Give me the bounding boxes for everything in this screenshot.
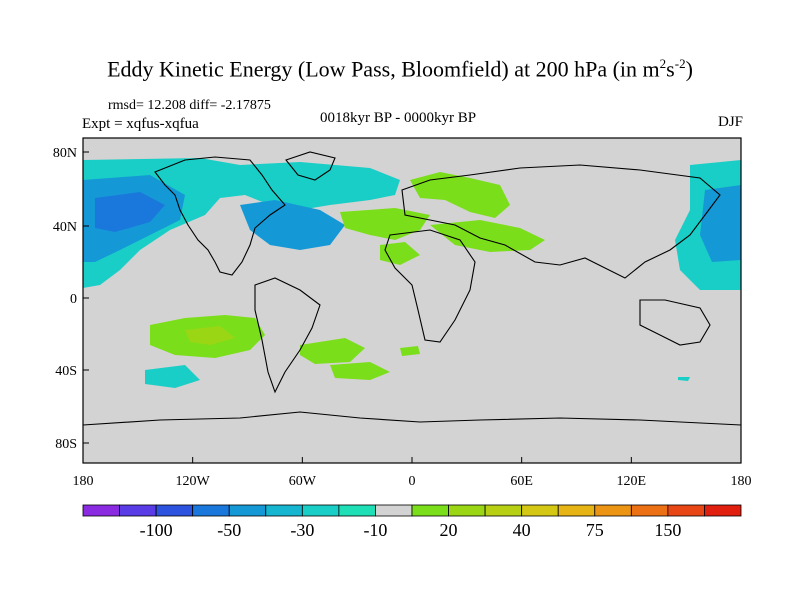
lon-tick-label: 60E [510, 474, 533, 489]
colorbar-swatch [338, 504, 376, 517]
chart-title: Eddy Kinetic Energy (Low Pass, Bloomfiel… [107, 56, 693, 82]
coastline-antarctica [83, 411, 741, 426]
colorbar-swatch [667, 504, 705, 517]
colorbar-label: -30 [290, 520, 314, 540]
latitude-axis: 80N 40N 0 40S 80S [53, 146, 89, 452]
lat-tick-label: 40N [53, 220, 77, 235]
field-cyan-small [678, 377, 690, 381]
field-blue-west-pacific [700, 185, 741, 262]
colorbar-swatch [228, 504, 267, 517]
field-deepblue-north-pacific [95, 192, 165, 232]
colorbar-label: 40 [513, 520, 531, 540]
colorbar-label: 20 [440, 520, 458, 540]
coastline-eurasia [401, 164, 721, 279]
field-cyan-south-pacific [145, 365, 200, 388]
field-green-europe [410, 172, 510, 218]
coastlines [83, 151, 741, 426]
coastline-australia [639, 299, 711, 346]
colorbar-swatch [448, 504, 486, 517]
lon-tick-label: 180 [731, 474, 752, 489]
lat-tick-label: 40S [55, 364, 77, 379]
colorbar-swatch [594, 504, 632, 517]
colorbar-swatch [155, 504, 194, 517]
field-green-small [400, 346, 420, 356]
field-green-south-atlantic [330, 362, 390, 380]
coastline-greenland [285, 151, 336, 181]
colorbar-swatch [557, 504, 596, 517]
lon-tick-label: 180 [73, 474, 94, 489]
colorbar-label: -10 [363, 520, 387, 540]
colorbar-swatch [119, 504, 157, 517]
longitude-axis: 180 120W 60W 0 60E 120E 180 [73, 457, 752, 489]
lon-tick-label: 0 [409, 474, 416, 489]
field-green-south-america [300, 338, 365, 364]
colorbar-swatch [375, 504, 413, 517]
contour-fields [83, 158, 741, 388]
colorbar-swatch [192, 504, 230, 517]
experiment-text: Expt = xqfus-xqfua [82, 116, 199, 132]
colorbar-swatch [630, 504, 669, 517]
colorbar-label: -50 [217, 520, 241, 540]
field-blue-north-atlantic [240, 200, 345, 250]
coastline-south-america [254, 277, 321, 394]
colorbar-swatch [704, 504, 742, 517]
colorbar-swatch [301, 504, 340, 517]
lat-tick-label: 80S [55, 437, 77, 452]
period-text: 0018kyr BP - 0000kyr BP [320, 110, 477, 126]
colorbar: -100 -50 -30 -10 20 40 75 150 [82, 504, 742, 540]
field-yellowgreen-south-pacific [185, 326, 235, 345]
lat-tick-label: 80N [53, 146, 77, 161]
coastline-africa [384, 229, 476, 343]
field-green-mideast [430, 220, 545, 252]
season-text: DJF [717, 114, 743, 130]
lon-tick-label: 120E [617, 474, 647, 489]
lat-tick-label: 0 [70, 292, 77, 307]
lon-tick-label: 120W [176, 474, 211, 489]
coastline-north-america [154, 156, 286, 276]
colorbar-swatch [411, 504, 449, 517]
lon-tick-label: 60W [289, 474, 317, 489]
colorbar-swatch [82, 504, 120, 517]
colorbar-label: 150 [654, 520, 681, 540]
colorbar-swatch [265, 504, 303, 517]
colorbar-label: 75 [586, 520, 604, 540]
stats-text: rmsd= 12.208 diff= -2.17875 [108, 98, 271, 113]
colorbar-swatch [521, 504, 559, 517]
colorbar-label: -100 [140, 520, 173, 540]
colorbar-swatch [484, 504, 523, 517]
